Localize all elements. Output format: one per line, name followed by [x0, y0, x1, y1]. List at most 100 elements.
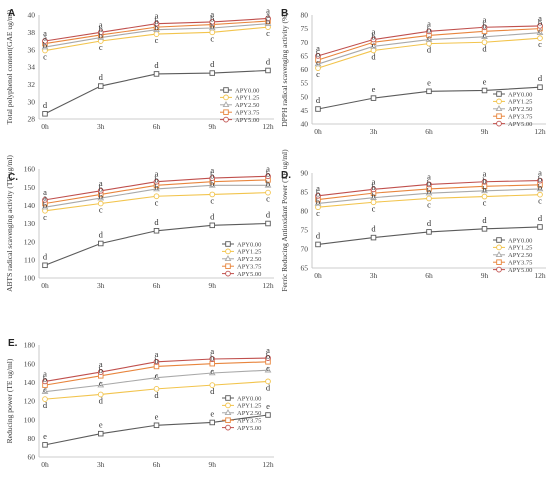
- legend-item: APY0.00: [493, 91, 532, 98]
- data-point: [315, 106, 321, 112]
- legend-marker: [496, 120, 502, 127]
- legend-label: APY3.75: [237, 264, 261, 271]
- data-point: [209, 356, 216, 362]
- data-point: [153, 20, 160, 27]
- data-point: [42, 262, 48, 269]
- significance-letter: a: [43, 368, 47, 378]
- legend-label: APY5.00: [237, 425, 261, 432]
- significance-letter: e: [266, 401, 270, 411]
- data-point: [209, 419, 215, 426]
- significance-letter: b: [210, 171, 214, 181]
- legend-item: APY1.25: [222, 248, 261, 256]
- significance-letter: c: [43, 212, 47, 222]
- legend-item: APY0.00: [493, 237, 532, 244]
- x-tick-label: 12h: [534, 127, 546, 136]
- data-point: [97, 194, 105, 201]
- significance-letter: b: [427, 24, 431, 34]
- significance-letter: b: [210, 21, 214, 31]
- legend-label: APY2.50: [508, 106, 532, 113]
- x-tick-label: 6h: [153, 281, 161, 290]
- significance-letter: c: [372, 203, 376, 213]
- legend-item: APY5.00: [222, 270, 261, 278]
- data-point: [41, 387, 49, 394]
- significance-letter: c: [155, 35, 159, 45]
- significance-letter: e: [483, 76, 487, 86]
- y-tick-label: 75: [301, 24, 309, 33]
- legend-label: APY5.00: [508, 267, 532, 274]
- x-tick-label: 3h: [370, 127, 378, 136]
- data-point: [97, 187, 104, 194]
- legend-marker: [223, 116, 229, 123]
- data-point: [370, 186, 377, 193]
- significance-letter: b: [482, 20, 486, 30]
- y-tick-label: 180: [24, 341, 36, 350]
- significance-letter: a: [43, 193, 47, 203]
- legend-item: APY5.00: [220, 116, 259, 124]
- y-tick-label: 80: [28, 434, 36, 443]
- data-point: [153, 178, 160, 185]
- data-point: [537, 224, 543, 230]
- legend-marker: [225, 402, 231, 409]
- data-point: [370, 36, 377, 43]
- x-tick-label: 6h: [425, 271, 433, 280]
- data-point: [481, 187, 488, 194]
- significance-letter: c: [316, 57, 320, 67]
- legend-label: APY3.75: [508, 260, 532, 267]
- panel-label: B: [281, 8, 288, 19]
- x-tick-label: 0h: [41, 281, 49, 290]
- legend-item: APY1.25: [222, 402, 261, 410]
- significance-letter: b: [316, 49, 320, 59]
- significance-letter: a: [43, 33, 47, 43]
- legend-label: APY5.00: [508, 121, 532, 128]
- significance-letter: b: [43, 40, 47, 50]
- data-point: [314, 199, 322, 206]
- significance-letter: d: [99, 395, 104, 405]
- significance-letter: a: [266, 163, 270, 173]
- panel-label: D.: [281, 170, 291, 181]
- significance-letter: d: [210, 386, 215, 396]
- significance-letter: a: [538, 168, 542, 178]
- significance-letter: c: [43, 385, 47, 395]
- data-point: [265, 15, 271, 22]
- data-point: [153, 386, 160, 392]
- significance-letter: b: [99, 183, 103, 193]
- significance-letter: c: [316, 69, 320, 79]
- legend-item: APY0.00: [220, 87, 259, 94]
- legend-item: APY1.25: [493, 244, 532, 252]
- data-point: [537, 35, 543, 42]
- x-tick-label: 0h: [41, 460, 49, 469]
- y-tick-label: 120: [24, 397, 36, 406]
- legend-item: APY2.50: [220, 101, 259, 109]
- legend-label: APY1.25: [508, 245, 532, 252]
- data-point: [209, 222, 215, 229]
- significance-letter: e: [210, 408, 214, 418]
- x-tick-label: 0h: [314, 127, 322, 136]
- legend-label: APY3.75: [237, 418, 261, 425]
- y-tick-label: 40: [301, 120, 309, 129]
- chart-panel-1: B 40 45 50 55 60 65 70 75 80 0h 3h 6h 9h 12h DPPH radic…: [280, 8, 546, 136]
- significance-letter: d: [210, 211, 215, 221]
- y-tick-label: 65: [301, 51, 309, 60]
- significance-letter: b: [43, 374, 47, 384]
- y-tick-label: 36: [28, 45, 36, 54]
- legend-label: APY0.00: [508, 91, 532, 98]
- significance-letter: e: [43, 431, 47, 441]
- legend-label: APY1.25: [237, 249, 261, 256]
- significance-letter: d: [427, 218, 432, 228]
- legend-label: APY2.50: [235, 102, 259, 109]
- significance-letter: d: [482, 215, 487, 225]
- legend-item: APY0.00: [222, 241, 261, 248]
- y-tick-label: 160: [24, 165, 36, 174]
- x-tick-label: 9h: [481, 271, 489, 280]
- data-point: [97, 430, 104, 437]
- significance-letter: c: [43, 52, 47, 62]
- significance-letter: a: [266, 10, 270, 20]
- y-tick-label: 28: [28, 115, 36, 124]
- significance-letter: c: [427, 33, 431, 43]
- significance-letter: b: [371, 31, 375, 41]
- significance-letter: c: [210, 33, 214, 43]
- significance-letter: b: [316, 189, 320, 199]
- y-tick-label: 80: [301, 11, 309, 20]
- significance-letter: d: [154, 390, 159, 400]
- significance-letter: b: [99, 24, 103, 34]
